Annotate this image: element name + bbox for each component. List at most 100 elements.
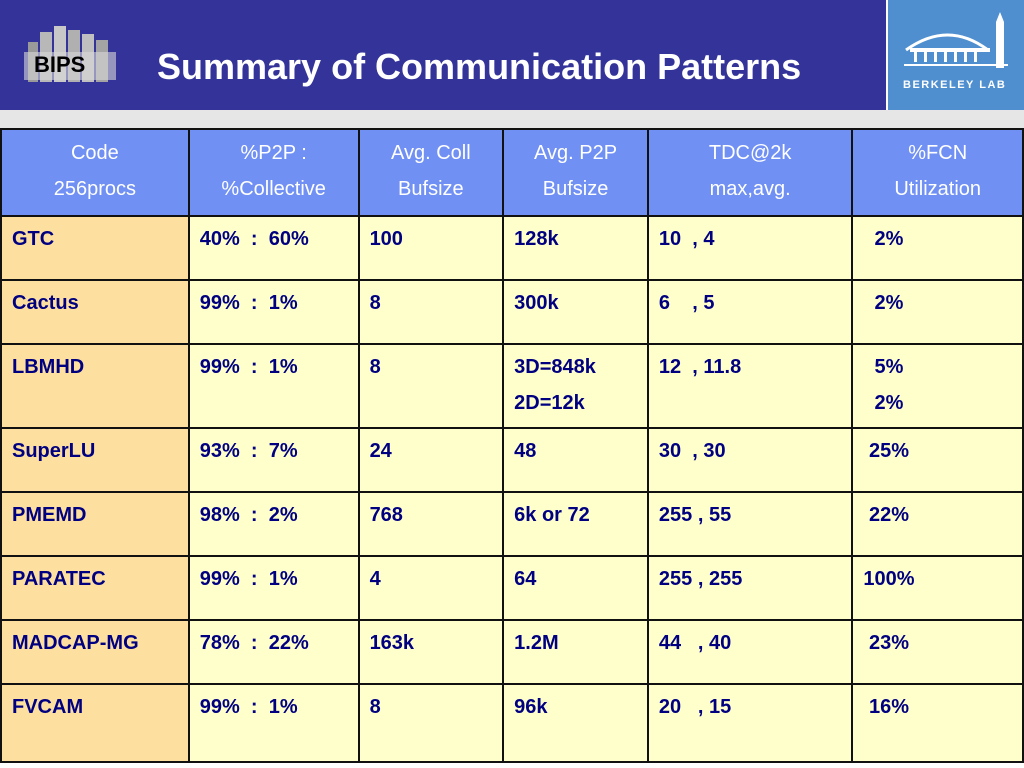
ratio-cell: 93% : 7% bbox=[187, 427, 360, 493]
code-cell: SuperLU bbox=[0, 427, 190, 493]
ratio-cell: 99% : 1% bbox=[187, 279, 360, 345]
code-cell: LBMHD bbox=[0, 343, 190, 429]
fcn-cell: 16% bbox=[851, 683, 1024, 763]
tdc-cell: 6 , 5 bbox=[646, 279, 854, 345]
fcn-cell-value: 2% bbox=[863, 392, 904, 414]
fcn-cell: 22% bbox=[851, 491, 1024, 557]
fcn-cell-value: 23% bbox=[863, 632, 909, 654]
p2p-bufsize-cell: 48 bbox=[502, 427, 649, 493]
code-cell: PMEMD bbox=[0, 491, 190, 557]
tdc-cell-value: 12 , 11.8 bbox=[658, 356, 742, 378]
berkeley-lab-logo bbox=[888, 0, 1024, 110]
ratio-cell-value: 99% : 1% bbox=[199, 696, 298, 718]
fcn-cell: 23% bbox=[851, 619, 1024, 685]
p2p-bufsize-cell: 3D=848k 2D=12k bbox=[502, 343, 649, 429]
tdc-cell: 20 , 15 bbox=[646, 683, 854, 763]
fcn-cell-value: 25% bbox=[863, 440, 909, 462]
p2p-bufsize-cell-value: 300k bbox=[514, 292, 559, 314]
tdc-cell: 255 , 55 bbox=[646, 491, 854, 557]
code-cell-value: FVCAM bbox=[12, 696, 84, 718]
p2p-bufsize-cell-value: 64 bbox=[514, 568, 537, 590]
p2p-bufsize-cell-value: 48 bbox=[514, 440, 537, 462]
ratio-cell: 99% : 1% bbox=[187, 343, 360, 429]
tdc-cell: 10 , 4 bbox=[646, 215, 854, 281]
column-header-avg-coll-bufsize: Avg. Coll Bufsize bbox=[357, 128, 505, 217]
ratio-cell: 78% : 22% bbox=[187, 619, 360, 685]
table-row: PARATEC 99% : 1% 4 64 255 , 255 100% bbox=[0, 555, 1024, 621]
column-header-avg-p2p-bufsize: Avg. P2P Bufsize bbox=[502, 128, 649, 217]
fcn-cell-value: 5% bbox=[863, 356, 904, 378]
fcn-cell: 2% bbox=[851, 279, 1024, 345]
table-row: GTC 40% : 60% 100 128k 10 , 4 2% bbox=[0, 215, 1024, 281]
coll-bufsize-cell-value: 768 bbox=[369, 504, 403, 526]
coll-bufsize-cell: 24 bbox=[357, 427, 505, 493]
fcn-cell-value: 22% bbox=[863, 504, 909, 526]
p2p-bufsize-cell: 64 bbox=[502, 555, 649, 621]
tdc-cell-value: 255 , 255 bbox=[658, 568, 743, 590]
berkeley-lab-text: BERKELEY LAB bbox=[903, 79, 1007, 91]
p2p-bufsize-cell-value: 6k or 72 bbox=[514, 504, 590, 526]
tdc-cell: 30 , 30 bbox=[646, 427, 854, 493]
code-cell-value: MADCAP-MG bbox=[12, 632, 139, 654]
table-row: PMEMD 98% : 2% 768 6k or 72 255 , 55 22% bbox=[0, 491, 1024, 557]
header-divider bbox=[0, 110, 1024, 128]
table-row: SuperLU 93% : 7% 24 48 30 , 30 25% bbox=[0, 427, 1024, 493]
coll-bufsize-cell: 8 bbox=[357, 683, 505, 763]
p2p-bufsize-cell: 6k or 72 bbox=[502, 491, 649, 557]
tdc-cell-value: 20 , 15 bbox=[658, 696, 732, 718]
fcn-cell-value: 16% bbox=[863, 696, 909, 718]
p2p-bufsize-cell-value: 128k bbox=[514, 228, 559, 250]
tdc-cell-value: 44 , 40 bbox=[658, 632, 732, 654]
code-cell-value: PMEMD bbox=[12, 504, 87, 526]
ratio-cell: 98% : 2% bbox=[187, 491, 360, 557]
ratio-cell: 99% : 1% bbox=[187, 555, 360, 621]
title-bar bbox=[0, 0, 886, 110]
table-row: Cactus 99% : 1% 8 300k 6 , 5 2% bbox=[0, 279, 1024, 345]
code-cell: GTC bbox=[0, 215, 190, 281]
page-title: Summary of Communication Patterns bbox=[157, 46, 802, 87]
p2p-bufsize-cell: 1.2M bbox=[502, 619, 649, 685]
ratio-cell-value: 99% : 1% bbox=[199, 292, 298, 314]
table-row: FVCAM 99% : 1% 8 96k 20 , 15 16% bbox=[0, 683, 1024, 763]
ratio-cell-value: 99% : 1% bbox=[199, 568, 298, 590]
coll-bufsize-cell: 768 bbox=[357, 491, 505, 557]
code-cell: MADCAP-MG bbox=[0, 619, 190, 685]
code-cell: FVCAM bbox=[0, 683, 190, 763]
coll-bufsize-cell-value: 8 bbox=[369, 356, 381, 378]
coll-bufsize-cell: 8 bbox=[357, 279, 505, 345]
bips-logo-text: BIPS bbox=[34, 52, 86, 77]
coll-bufsize-cell: 8 bbox=[357, 343, 505, 429]
tdc-cell: 255 , 255 bbox=[646, 555, 854, 621]
coll-bufsize-cell-value: 8 bbox=[369, 292, 381, 314]
coll-bufsize-cell-value: 4 bbox=[369, 568, 381, 590]
p2p-bufsize-cell: 128k bbox=[502, 215, 649, 281]
table-row: MADCAP-MG 78% : 22% 163k 1.2M 44 , 40 23% bbox=[0, 619, 1024, 685]
code-cell-value: LBMHD bbox=[12, 356, 85, 378]
p2p-bufsize-cell: 300k bbox=[502, 279, 649, 345]
ratio-cell-value: 93% : 7% bbox=[199, 440, 298, 462]
p2p-bufsize-cell: 96k bbox=[502, 683, 649, 763]
tdc-cell: 12 , 11.8 bbox=[646, 343, 854, 429]
fcn-cell: 5% 2% bbox=[851, 343, 1024, 429]
tdc-cell-value: 10 , 4 bbox=[658, 228, 715, 250]
ratio-cell-value: 78% : 22% bbox=[199, 632, 309, 654]
table-row: LBMHD 99% : 1% 8 3D=848k 2D=12k 12 , 11.8 5% … bbox=[0, 343, 1024, 429]
coll-bufsize-cell: 4 bbox=[357, 555, 505, 621]
tdc-cell-value: 6 , 5 bbox=[658, 292, 715, 314]
tdc-cell-value: 30 , 30 bbox=[658, 440, 726, 462]
ratio-cell: 99% : 1% bbox=[187, 683, 360, 763]
fcn-cell-value: 100% bbox=[863, 568, 915, 590]
ratio-cell-value: 98% : 2% bbox=[199, 504, 298, 526]
p2p-bufsize-cell-value: 1.2M bbox=[514, 632, 559, 654]
tdc-cell-value: 255 , 55 bbox=[658, 504, 732, 526]
code-cell-value: Cactus bbox=[12, 292, 79, 314]
code-cell-value: PARATEC bbox=[12, 568, 106, 590]
column-header-tdc: TDC@2k max,avg. bbox=[646, 128, 854, 217]
column-header-p2p-collective: %P2P : %Collective bbox=[187, 128, 360, 217]
berkeley-lab-building-icon bbox=[904, 12, 1008, 68]
fcn-cell: 2% bbox=[851, 215, 1024, 281]
coll-bufsize-cell-value: 24 bbox=[369, 440, 392, 462]
fcn-cell: 25% bbox=[851, 427, 1024, 493]
coll-bufsize-cell: 163k bbox=[357, 619, 505, 685]
p2p-bufsize-cell-value: 2D=12k bbox=[514, 392, 585, 414]
